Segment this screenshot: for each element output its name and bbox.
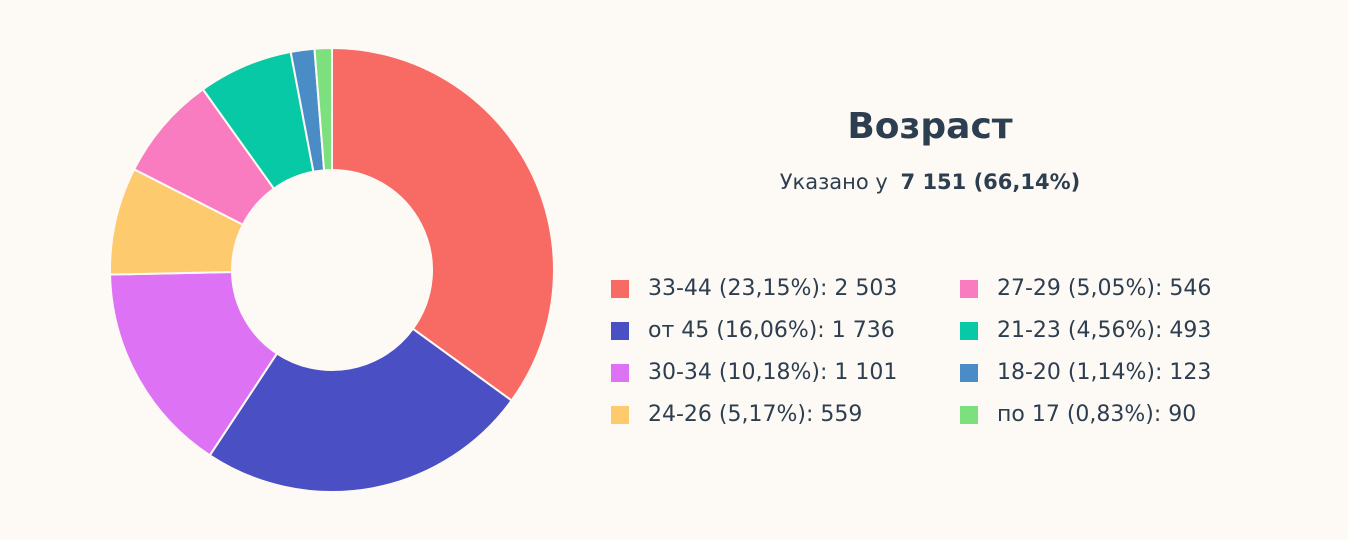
legend-label: 21-23 (4,56%): 493	[997, 318, 1211, 343]
legend-swatch	[611, 364, 629, 382]
donut-slice	[208, 327, 513, 493]
donut-slice	[331, 46, 555, 402]
subtitle-value: 7 151 (66,14%)	[901, 170, 1081, 194]
chart-subtitle: Указано у 7 151 (66,14%)	[780, 170, 1081, 194]
legend-swatch	[611, 322, 629, 340]
legend-label: от 45 (16,06%): 1 736	[648, 318, 895, 343]
legend-swatch	[960, 280, 978, 298]
legend-label: 24-26 (5,17%): 559	[648, 402, 862, 427]
donut-slice	[313, 46, 333, 172]
legend-swatch	[960, 364, 978, 382]
legend-label: 27-29 (5,05%): 546	[997, 276, 1211, 301]
legend-label: 18-20 (1,14%): 123	[997, 360, 1211, 385]
chart-title: Возраст	[847, 106, 1012, 147]
legend-swatch	[611, 280, 629, 298]
subtitle-text: Указано у	[780, 170, 888, 194]
legend-swatch	[611, 406, 629, 424]
legend-label: 33-44 (23,15%): 2 503	[648, 276, 897, 301]
legend-swatch	[960, 406, 978, 424]
legend-swatch	[960, 322, 978, 340]
donut-slice	[109, 271, 279, 457]
legend-label: по 17 (0,83%): 90	[997, 402, 1196, 427]
legend-label: 30-34 (10,18%): 1 101	[648, 360, 897, 385]
